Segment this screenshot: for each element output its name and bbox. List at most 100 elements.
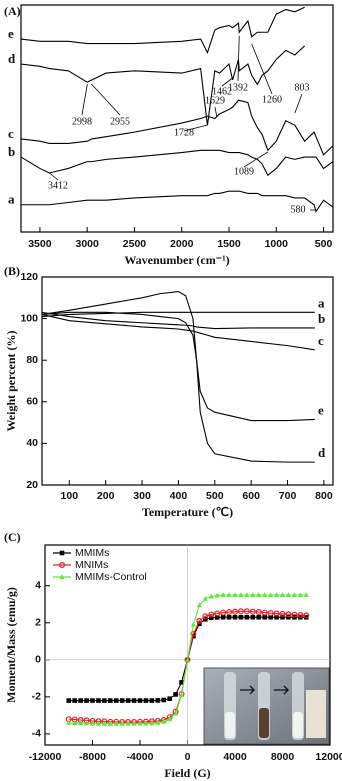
marker-square <box>143 698 149 703</box>
marker-triangle <box>155 719 161 725</box>
x-tick-label: 800 <box>315 490 333 502</box>
marker-square <box>72 698 77 703</box>
marker-triangle <box>202 595 208 601</box>
panel-label: (C) <box>4 530 21 544</box>
x-tick-label: 3000 <box>76 238 100 250</box>
annotation-arrow <box>294 93 303 114</box>
annotation: 1629 <box>205 95 225 106</box>
marker-square <box>119 698 125 703</box>
marker-square <box>113 698 119 703</box>
vial-content <box>259 708 269 738</box>
y-tick-label: 4 <box>35 580 41 592</box>
marker-triangle <box>256 592 262 597</box>
marker-square <box>226 614 232 620</box>
marker-square <box>131 698 137 703</box>
series-label: e <box>8 26 14 41</box>
photo-arrow <box>240 685 289 695</box>
x-tick-label: 100 <box>61 490 79 502</box>
x-tick-label: -8000 <box>79 751 106 763</box>
annotation-arrow <box>221 77 233 87</box>
series-label: c <box>318 333 324 348</box>
y-tick-label: -2 <box>32 691 41 703</box>
marker-triangle <box>173 710 179 716</box>
annotation: 1462 <box>212 86 232 97</box>
marker-triangle <box>78 720 84 726</box>
marker-triangle <box>208 593 214 599</box>
marker-triangle <box>273 592 280 597</box>
marker-triangle <box>59 574 65 579</box>
y-tick-label: -4 <box>32 728 41 740</box>
x-tick-label: 4000 <box>223 751 247 763</box>
marker-triangle <box>291 592 297 597</box>
marker-triangle <box>268 592 274 597</box>
marker-circle <box>303 612 310 619</box>
marker-circle <box>58 561 65 568</box>
marker-square <box>59 550 65 556</box>
marker-circle <box>273 610 280 617</box>
marker-circle <box>237 608 244 615</box>
annotation: 1392 <box>228 82 248 93</box>
marker-square <box>256 614 262 620</box>
x-tick-label: 500 <box>315 238 333 250</box>
marker-triangle <box>119 720 125 726</box>
marker-square <box>173 692 178 697</box>
x-tick-label: 12000 <box>315 751 342 763</box>
marker-triangle <box>72 720 78 725</box>
marker-triangle <box>149 720 155 726</box>
marker-triangle <box>83 720 90 726</box>
y-tick-label: 100 <box>20 312 38 324</box>
marker-square <box>90 698 95 703</box>
marker-triangle <box>137 720 143 726</box>
marker-triangle <box>250 592 256 597</box>
annotation: 1728 <box>174 127 194 138</box>
marker-circle <box>196 617 203 624</box>
series-line <box>41 311 315 330</box>
marker-circle <box>190 630 197 637</box>
y-axis-title: Weight percent (%) <box>4 330 18 431</box>
panel-label: (A) <box>4 4 21 18</box>
marker-triangle <box>95 720 102 726</box>
series-label: c <box>8 126 14 141</box>
marker-circle <box>232 608 239 615</box>
series-line <box>20 45 306 126</box>
marker-square <box>137 698 143 703</box>
marker-square <box>280 614 285 620</box>
annotation-arrow <box>81 83 88 116</box>
marker-square <box>262 614 267 620</box>
marker-circle <box>202 613 209 620</box>
marker-triangle <box>167 716 173 722</box>
series-label: b <box>8 144 15 159</box>
marker-triangle <box>143 720 149 726</box>
x-axis-title: Wavenumber (cm⁻¹) <box>124 253 229 267</box>
marker-triangle <box>89 720 96 726</box>
y-tick-label: 120 <box>20 271 38 283</box>
marker-triangle <box>131 720 137 726</box>
y-tick-label: 0 <box>35 654 41 666</box>
marker-triangle <box>232 592 238 597</box>
marker-circle <box>243 608 250 615</box>
marker-circle <box>220 609 227 616</box>
series-line <box>20 149 334 177</box>
series-line <box>20 99 334 156</box>
marker-triangle <box>303 592 309 597</box>
x-axis-title: Temperature (℃) <box>142 505 233 519</box>
series-line <box>41 313 315 351</box>
marker-circle <box>208 611 215 618</box>
series-label: a <box>8 192 15 207</box>
marker-triangle <box>161 719 167 724</box>
marker-triangle <box>297 592 303 597</box>
series-line <box>21 190 334 213</box>
marker-circle <box>255 609 262 616</box>
marker-triangle <box>125 720 131 726</box>
marker-square <box>268 614 273 620</box>
legend-label: MNIMs <box>75 559 108 571</box>
x-tick-label: 1500 <box>217 238 241 250</box>
x-tick-label: 8000 <box>271 751 295 763</box>
marker-triangle <box>190 621 197 627</box>
x-tick-label: 0 <box>185 751 191 763</box>
marker-triangle <box>220 592 226 597</box>
x-tick-label: 1000 <box>265 238 289 250</box>
marker-triangle <box>107 720 113 726</box>
marker-square <box>161 697 167 703</box>
